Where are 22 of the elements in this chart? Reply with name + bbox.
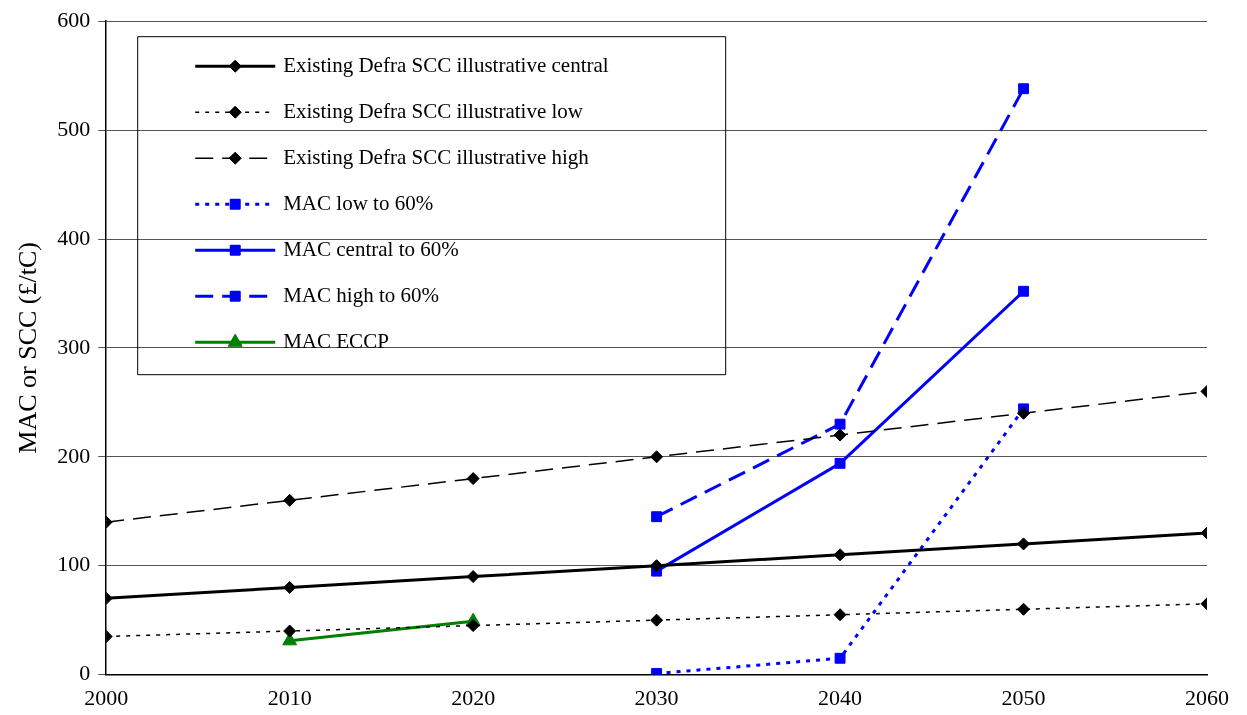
y-tick-label: 0 <box>79 660 91 686</box>
x-tick-label: 2010 <box>267 684 312 710</box>
legend-label: MAC high to 60% <box>283 282 439 307</box>
legend-label: MAC central to 60% <box>283 236 459 261</box>
y-tick-label: 300 <box>57 333 91 359</box>
y-axis-title: MAC or SCC (£/tC) <box>13 242 43 454</box>
y-tick-label: 400 <box>57 224 91 250</box>
legend-label: Existing Defra SCC illustrative high <box>283 144 590 169</box>
legend-label: MAC low to 60% <box>283 190 434 215</box>
y-tick-label: 600 <box>57 6 91 32</box>
legend-label: Existing Defra SCC illustrative central <box>283 52 609 77</box>
x-tick-label: 2000 <box>84 684 129 710</box>
x-tick-label: 2040 <box>818 684 863 710</box>
x-tick-label: 2060 <box>1185 684 1229 710</box>
x-tick-label: 2030 <box>634 684 679 710</box>
y-tick-label: 500 <box>57 115 91 141</box>
x-tick-label: 2050 <box>1001 684 1046 710</box>
y-tick-label: 100 <box>57 551 91 577</box>
legend-label: MAC ECCP <box>283 328 389 353</box>
x-tick-label: 2020 <box>451 684 496 710</box>
legend-label: Existing Defra SCC illustrative low <box>283 98 584 123</box>
y-tick-label: 200 <box>57 442 91 468</box>
